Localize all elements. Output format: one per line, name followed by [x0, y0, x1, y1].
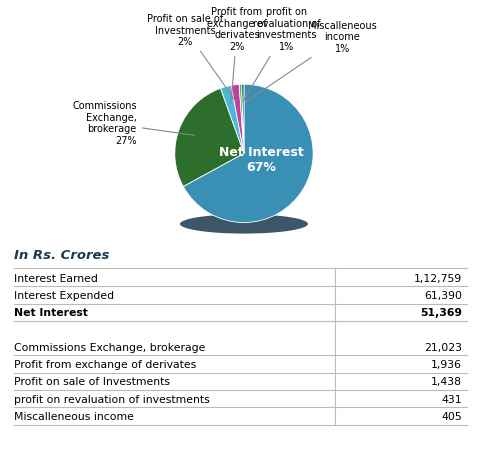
Text: 431: 431 — [441, 394, 461, 404]
Wedge shape — [241, 85, 243, 154]
Text: Miscalleneous
income
1%: Miscalleneous income 1% — [245, 21, 376, 103]
Text: 21,023: 21,023 — [423, 342, 461, 352]
Text: In Rs. Crores: In Rs. Crores — [14, 249, 109, 262]
Text: 405: 405 — [440, 411, 461, 421]
Text: 51,369: 51,369 — [419, 308, 461, 318]
Text: Interest Expended: Interest Expended — [14, 290, 114, 300]
Text: Commissions Exchange, brokerage: Commissions Exchange, brokerage — [14, 342, 205, 352]
Wedge shape — [174, 89, 243, 187]
Wedge shape — [239, 85, 243, 154]
Text: 1,936: 1,936 — [430, 359, 461, 369]
Text: Profit on sale of Investments: Profit on sale of Investments — [14, 377, 170, 386]
Ellipse shape — [180, 215, 307, 234]
Wedge shape — [231, 85, 243, 154]
Text: profit on
revaluation of
investments
1%: profit on revaluation of investments 1% — [242, 7, 320, 102]
Text: 1,12,759: 1,12,759 — [413, 273, 461, 283]
Text: Profit on sale of
Investments
2%: Profit on sale of Investments 2% — [147, 14, 236, 102]
Wedge shape — [183, 85, 312, 223]
Text: Net Interest
67%: Net Interest 67% — [218, 146, 303, 173]
Wedge shape — [220, 86, 243, 154]
Text: Profit from exchange of derivates: Profit from exchange of derivates — [14, 359, 196, 369]
Text: Interest Earned: Interest Earned — [14, 273, 98, 283]
Text: Net Interest: Net Interest — [14, 308, 88, 318]
Text: Commissions
Exchange,
brokerage
27%: Commissions Exchange, brokerage 27% — [72, 101, 194, 146]
Text: Miscalleneous income: Miscalleneous income — [14, 411, 134, 421]
Text: 61,390: 61,390 — [423, 290, 461, 300]
Text: Profit from
exchange of
derivates
2%: Profit from exchange of derivates 2% — [207, 7, 266, 103]
Text: 1,438: 1,438 — [430, 377, 461, 386]
Text: profit on revaluation of investments: profit on revaluation of investments — [14, 394, 210, 404]
